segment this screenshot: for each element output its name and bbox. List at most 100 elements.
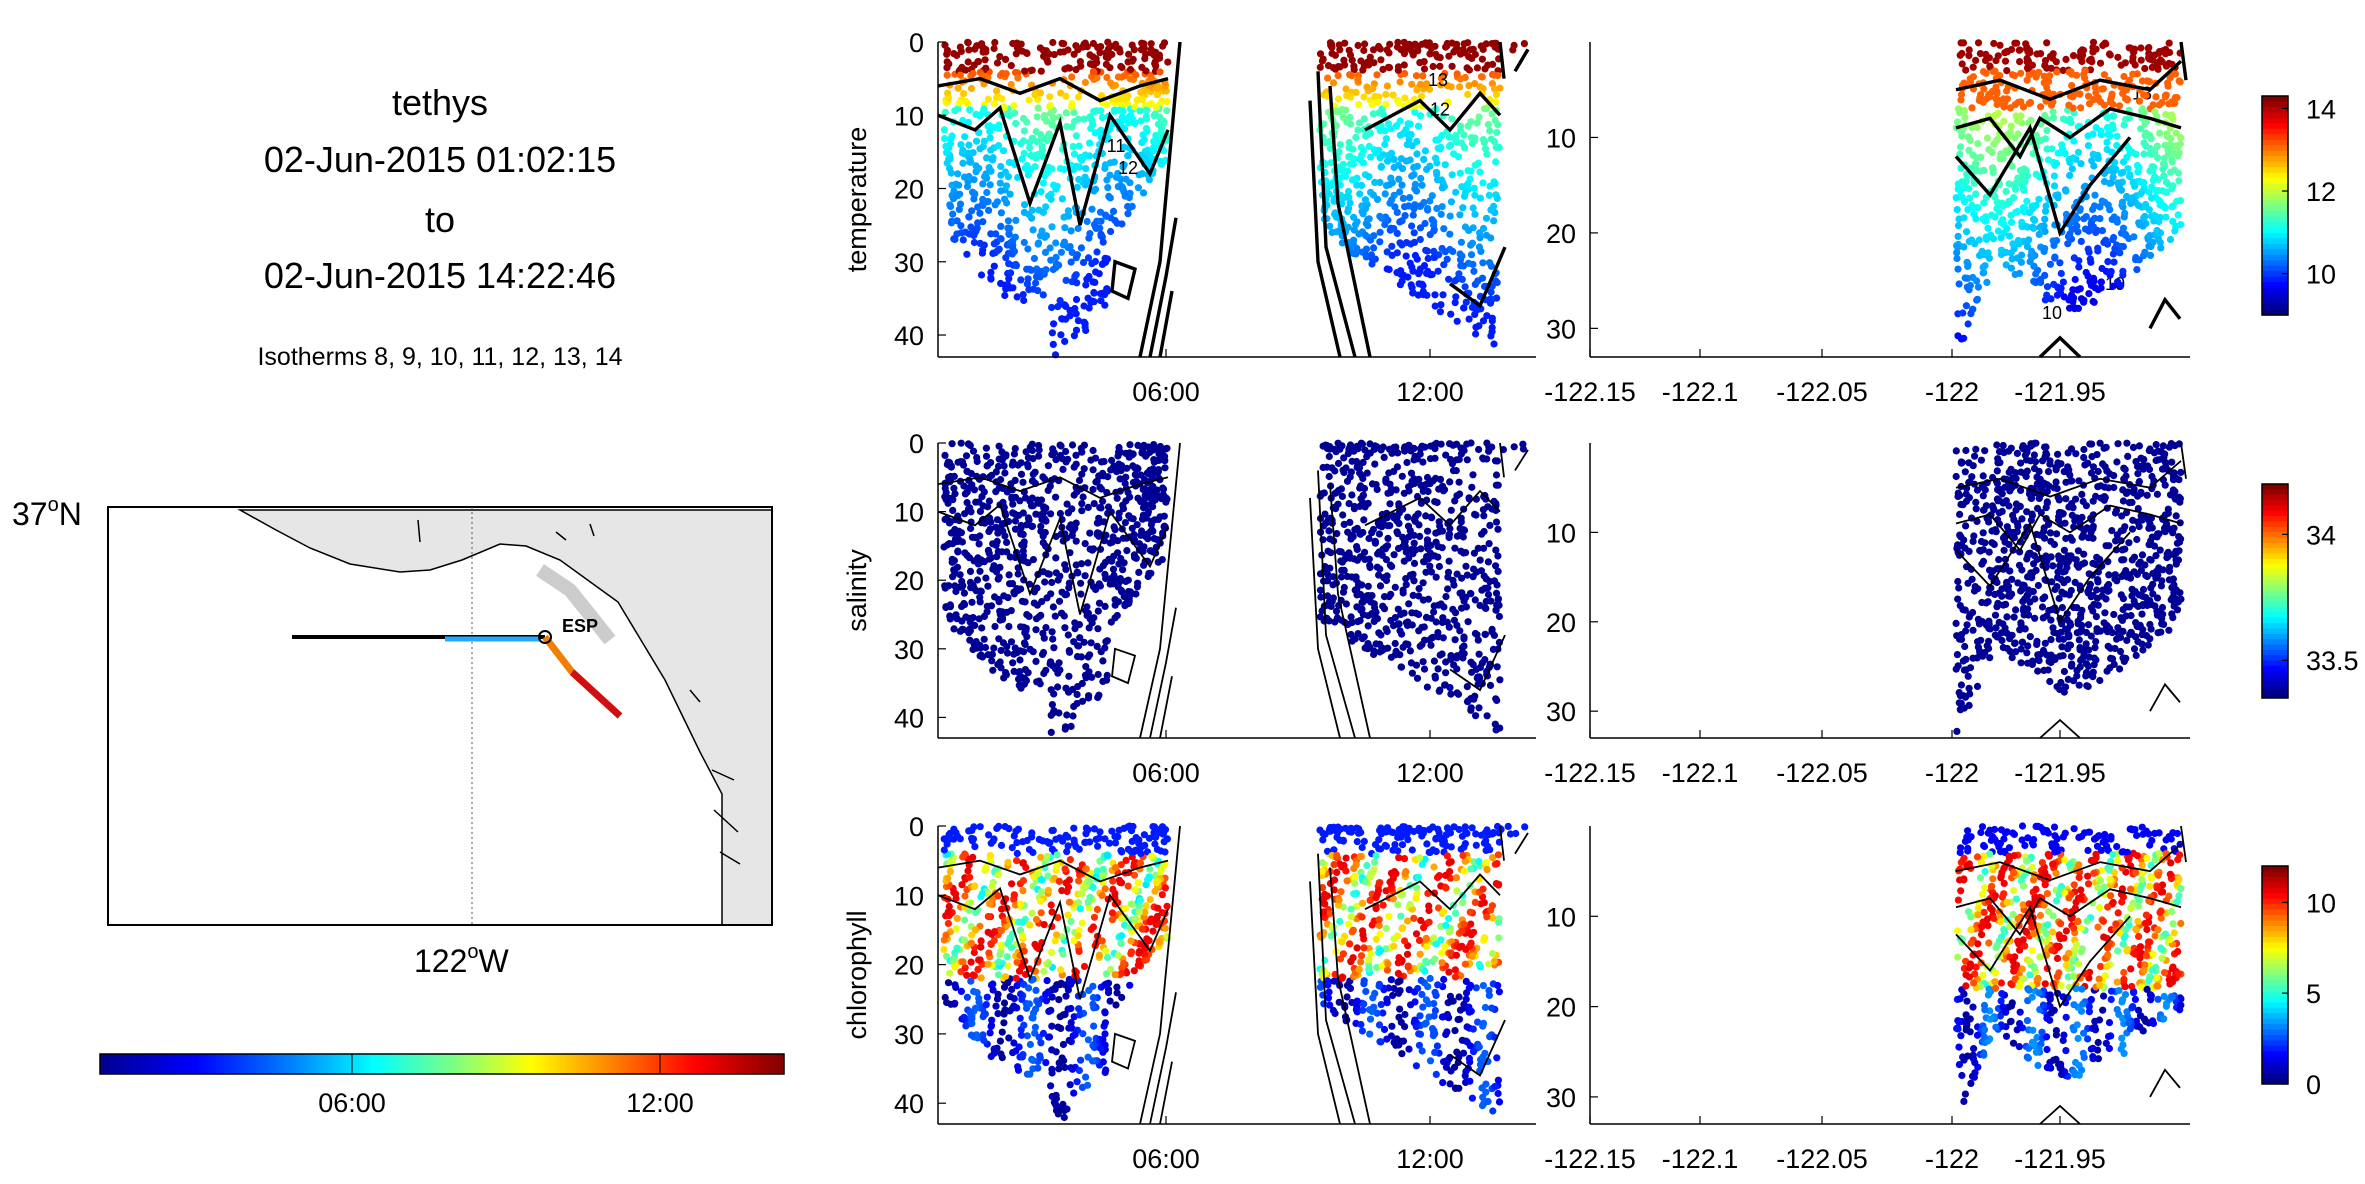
temperature-lon-point (2069, 286, 2077, 294)
temperature-time-point (1451, 135, 1459, 143)
temperature-time-point (1103, 101, 1111, 109)
temperature-time-point (971, 45, 979, 53)
salinity-time-point (1077, 560, 1086, 568)
esp-marker (538, 630, 552, 644)
salinity-time-point (1125, 599, 1133, 607)
temperature-time-point (990, 240, 998, 248)
temperature-time-point (970, 231, 978, 240)
temperature-lon-point (1962, 302, 1970, 310)
salinity-time-point (1372, 481, 1380, 489)
temperature-time-point (1005, 275, 1013, 283)
salinity-time-point (1150, 456, 1158, 464)
temperature-lon-point (1960, 79, 1968, 87)
temperature-time-point (1394, 66, 1402, 74)
temperature-lon-point (2082, 213, 2090, 221)
salinity-time-point (1439, 634, 1447, 642)
temperature-time-point (1407, 130, 1415, 139)
temperature-lon-point (2157, 56, 2165, 64)
temperature-lon-point (1979, 215, 1987, 223)
temperature-surface-point (1477, 42, 1485, 50)
temperature-time-point (1383, 82, 1391, 90)
salinity-time-point (1422, 568, 1430, 576)
temperature-time-point (1008, 238, 1016, 246)
temperature-time-point (1382, 135, 1390, 143)
temperature-lon-tick-label: -122 (1925, 377, 1979, 407)
temperature-lon-point (2094, 244, 2102, 252)
salinity-time-point (1051, 612, 1059, 620)
salinity-time-point (1056, 509, 1064, 518)
temperature-lon-point (2053, 68, 2061, 76)
salinity-lon-point (2096, 676, 2104, 685)
temperature-surface-point (1451, 46, 1460, 54)
salinity-time-point (1110, 552, 1118, 560)
temperature-time-point (957, 222, 965, 230)
temperature-time-point (1472, 306, 1480, 314)
temperature-contour (1448, 246, 1507, 309)
temperature-lon-point (1985, 145, 1993, 154)
salinity-time-point (1410, 539, 1418, 547)
temperature-time-point (1434, 267, 1442, 275)
temperature-lon-point (2097, 127, 2105, 135)
temperature-time-point (1456, 169, 1464, 177)
temperature-time-point (1002, 254, 1010, 262)
temperature-lon-point (2109, 173, 2117, 181)
temperature-lon-point (1960, 243, 1968, 251)
temperature-time-point (1152, 62, 1160, 70)
temperature-lon-point (2141, 212, 2149, 221)
salinity-time-point (1122, 497, 1130, 505)
salinity-time-point (1402, 619, 1410, 627)
salinity-time-point (1150, 442, 1158, 450)
salinity-lon-point (2055, 594, 2063, 603)
temperature-time-point (1385, 265, 1393, 274)
salinity-time-point (1420, 665, 1429, 673)
temperature-lon-point (2066, 158, 2074, 167)
temperature-contour-label: 10 (2042, 303, 2062, 323)
temperature-time-point (1072, 295, 1081, 304)
temperature-lon-point (2162, 91, 2170, 99)
temperature-colorbar-segment (2262, 134, 2288, 141)
temperature-time-point (1020, 296, 1028, 305)
temperature-time-point (1377, 56, 1385, 64)
salinity-time-point (963, 551, 971, 560)
temperature-lon-point (1952, 194, 1960, 202)
salinity-time-point (1386, 500, 1394, 508)
temperature-lon-point (2115, 102, 2124, 110)
salinity-time-point (1010, 590, 1019, 598)
temperature-time-point (1104, 45, 1113, 53)
temperature-time-point (1039, 291, 1047, 299)
temperature-lon-point (2007, 122, 2015, 130)
temperature-lon-point (2146, 78, 2154, 86)
temperature-time-point (1356, 190, 1364, 198)
salinity-time-point (950, 625, 958, 633)
temperature-time-point (1415, 280, 1423, 288)
temperature-time-point (1163, 98, 1171, 106)
salinity-time-point (1408, 480, 1416, 489)
salinity-time-point (1436, 686, 1444, 694)
temperature-lon-point (1985, 54, 1993, 62)
temperature-time-point (1026, 138, 1034, 146)
temperature-time-point (1396, 78, 1404, 86)
salinity-time-point (1037, 522, 1045, 530)
salinity-time-point (1048, 701, 1056, 709)
salinity-time-point (1007, 638, 1016, 646)
temperature-time-point (1350, 213, 1358, 221)
temperature-time-point (1404, 120, 1412, 128)
salinity-time-point (1359, 611, 1367, 619)
temperature-time-point (1451, 277, 1459, 285)
temperature-time-point (1457, 238, 1465, 246)
temperature-time-point (1364, 222, 1372, 230)
salinity-time-point (1061, 561, 1069, 569)
temperature-time-point (1336, 141, 1344, 149)
temperature-colorbar-segment (2262, 216, 2288, 223)
longitude-label: 122oW (414, 941, 510, 979)
salinity-time-point (1154, 466, 1163, 474)
temperature-lon-point (2066, 171, 2074, 180)
salinity-time-point (1116, 475, 1124, 483)
temperature-lon-point (2040, 72, 2048, 80)
temperature-lon-point (1965, 146, 1973, 154)
temperature-lon-point (2142, 219, 2150, 228)
salinity-time-point (1391, 639, 1399, 648)
temperature-time-point (1046, 132, 1054, 140)
salinity-lon-point (2143, 572, 2151, 581)
temperature-time-point (1068, 100, 1076, 108)
